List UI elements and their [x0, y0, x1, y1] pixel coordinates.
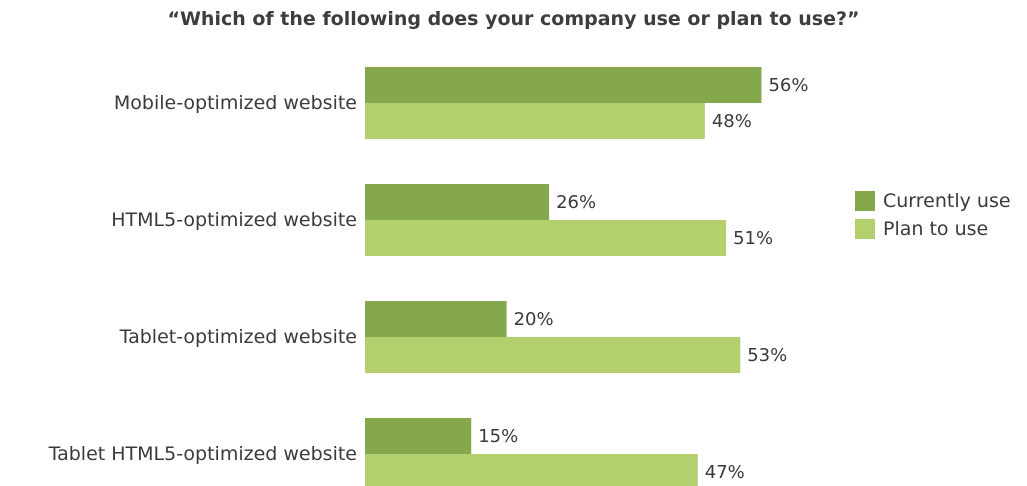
bar-currently-use-tablet-html5-optimized-website	[365, 418, 472, 454]
value-label-currently-use-mobile-optimized-website: 56%	[768, 75, 808, 96]
legend-swatch-plan-to-use	[855, 219, 875, 239]
value-label-plan-to-use-html5-optimized-website: 51%	[733, 228, 773, 249]
bar-currently-use-mobile-optimized-website	[365, 67, 762, 103]
bar-plan-to-use-html5-optimized-website	[365, 220, 727, 256]
bar-plan-to-use-tablet-optimized-website	[365, 337, 741, 373]
chart-title: “Which of the following does your compan…	[167, 8, 860, 30]
legend-item-plan-to-use: Plan to use	[855, 215, 1011, 243]
value-label-currently-use-tablet-optimized-website: 20%	[514, 309, 554, 330]
legend-label-plan-to-use: Plan to use	[883, 218, 989, 240]
category-label-tablet-html5-optimized-website: Tablet HTML5-optimized website	[48, 443, 357, 465]
legend: Currently use Plan to use	[855, 187, 1011, 243]
value-label-plan-to-use-tablet-html5-optimized-website: 47%	[705, 462, 745, 483]
legend-item-currently-use: Currently use	[855, 187, 1011, 215]
category-label-html5-optimized-website: HTML5-optimized website	[111, 209, 357, 231]
value-label-plan-to-use-mobile-optimized-website: 48%	[712, 111, 752, 132]
value-label-currently-use-html5-optimized-website: 26%	[556, 192, 596, 213]
category-label-mobile-optimized-website: Mobile-optimized website	[114, 92, 357, 114]
bar-currently-use-html5-optimized-website	[365, 184, 550, 220]
value-label-currently-use-tablet-html5-optimized-website: 15%	[478, 426, 518, 447]
bar-plan-to-use-tablet-html5-optimized-website	[365, 454, 698, 486]
legend-label-currently-use: Currently use	[883, 190, 1011, 212]
category-label-tablet-optimized-website: Tablet-optimized website	[119, 326, 357, 348]
legend-swatch-currently-use	[855, 191, 875, 211]
value-label-plan-to-use-tablet-optimized-website: 53%	[747, 345, 787, 366]
bar-plan-to-use-mobile-optimized-website	[365, 103, 705, 139]
bar-currently-use-tablet-optimized-website	[365, 301, 507, 337]
